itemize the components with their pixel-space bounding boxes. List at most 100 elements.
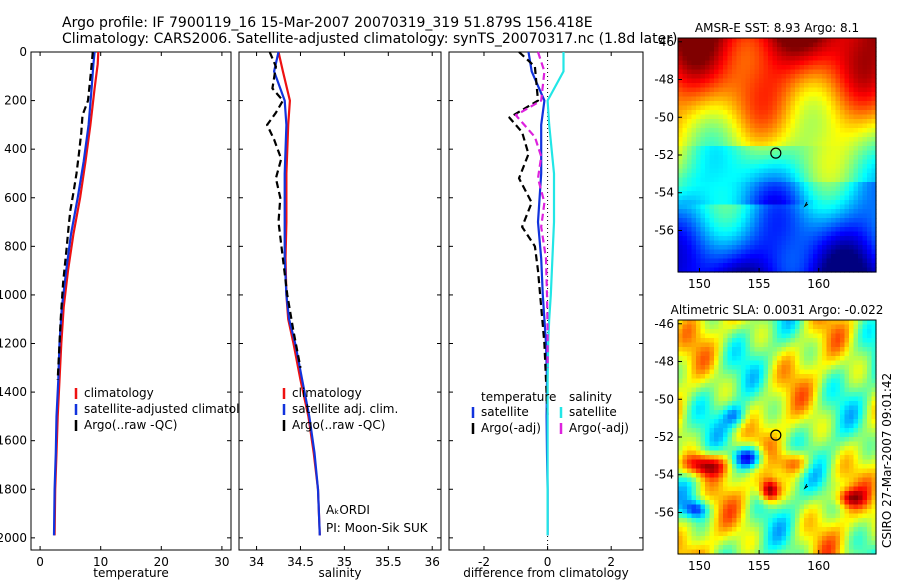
legend-entry: Argo(-adj) [481, 421, 541, 435]
map-cell [817, 159, 823, 165]
map-cell [790, 405, 796, 411]
map-cell [804, 213, 810, 219]
map-cell [849, 518, 855, 524]
map-cell [741, 213, 747, 219]
map-cell [781, 450, 787, 456]
map-cell [754, 258, 760, 264]
map-cell [777, 119, 783, 125]
map-cell [831, 383, 837, 389]
map-cell [745, 531, 751, 537]
map-cell [714, 387, 720, 393]
map-cell [858, 236, 864, 242]
map-cell [691, 324, 697, 330]
map-cell [867, 545, 873, 551]
map-cell [858, 164, 864, 170]
map-cell [853, 374, 859, 380]
map-cell [727, 159, 733, 165]
map-cell [678, 240, 684, 246]
map-cell [741, 240, 747, 246]
map-cell [822, 245, 828, 251]
map-cell [682, 396, 688, 402]
map-cell [777, 504, 783, 510]
map-cell [781, 369, 787, 375]
map-cell [862, 531, 868, 537]
map-cell [786, 123, 792, 129]
map-cell [750, 119, 756, 125]
map-cell [696, 333, 702, 339]
map-cell [696, 182, 702, 188]
map-cell [718, 324, 724, 330]
map-cell [858, 132, 864, 138]
map-cell [777, 423, 783, 429]
map-cell [871, 486, 877, 492]
map-cell [777, 254, 783, 260]
map-cell [763, 455, 769, 461]
map-cell [714, 369, 720, 375]
map-cell [858, 333, 864, 339]
map-cell [799, 105, 805, 111]
map-cell [849, 486, 855, 492]
legend-entry: satellite [481, 405, 529, 419]
map-cell [799, 65, 805, 71]
map-cell [871, 459, 877, 465]
map-cell [786, 396, 792, 402]
y-tick-label: 1600 [0, 434, 27, 448]
map-cell [745, 360, 751, 366]
map-cell [831, 410, 837, 416]
map-cell [786, 459, 792, 465]
map-cell [826, 351, 832, 357]
map-cell [795, 477, 801, 483]
map-cell [804, 51, 810, 57]
map-cell [777, 267, 783, 273]
map-cell [691, 74, 697, 80]
map-cell [759, 258, 765, 264]
map-cell [754, 164, 760, 170]
map-cell [790, 128, 796, 134]
map-cell [813, 87, 819, 93]
map-cell [853, 396, 859, 402]
map-cell [790, 47, 796, 53]
map-cell [768, 549, 774, 555]
map-cell [862, 351, 868, 357]
map-cell [714, 42, 720, 48]
map-cell [700, 236, 706, 242]
map-cell [831, 96, 837, 102]
map-cell [732, 342, 738, 348]
map-cell [781, 360, 787, 366]
map-cell [732, 267, 738, 273]
map-cell [714, 482, 720, 488]
map-cell [808, 258, 814, 264]
map-cell [786, 74, 792, 80]
map-cell [862, 320, 868, 326]
map-cell [732, 141, 738, 147]
map-cell [786, 195, 792, 201]
map-cell [795, 240, 801, 246]
map-cell [808, 182, 814, 188]
map-cell [822, 141, 828, 147]
map-cell [808, 123, 814, 129]
map-cell [682, 222, 688, 228]
map-cell [714, 324, 720, 330]
map-cell [727, 495, 733, 501]
map-cell [795, 500, 801, 506]
map-cell [871, 513, 877, 519]
map-cell [759, 146, 765, 152]
map-cell [754, 405, 760, 411]
map-cell [768, 473, 774, 479]
map-cell [835, 200, 841, 206]
map-cell [799, 333, 805, 339]
map-cell [682, 324, 688, 330]
map-cell [736, 545, 742, 551]
map-cell [736, 263, 742, 269]
map-cell [750, 455, 756, 461]
map-cell [723, 69, 729, 75]
map-cell [781, 155, 787, 161]
map-cell [763, 56, 769, 62]
map-cell [678, 236, 684, 242]
map-cell [727, 491, 733, 497]
map-cell [795, 446, 801, 452]
map-cell [705, 60, 711, 66]
map-cell [754, 56, 760, 62]
map-cell [741, 473, 747, 479]
map-cell [678, 92, 684, 98]
